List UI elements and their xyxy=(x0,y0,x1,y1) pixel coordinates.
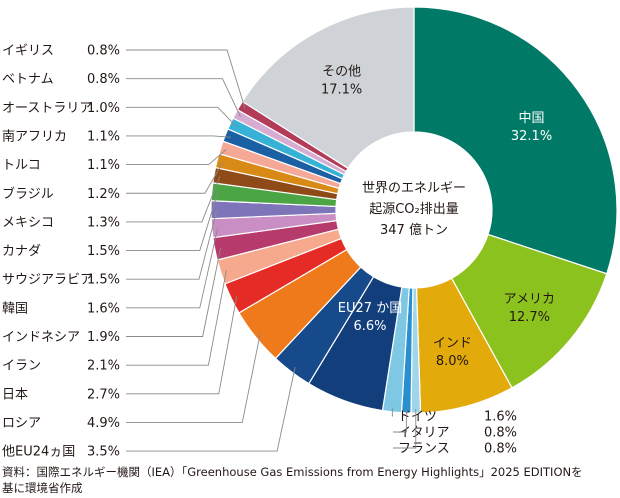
legend-value-ロシア: 4.9% xyxy=(87,416,120,431)
leader-line-南アフリカ xyxy=(126,135,231,138)
leader-line-メキシコ xyxy=(126,176,221,223)
leader-line-イラン xyxy=(126,270,227,366)
legend-label-他eu24ヵ国: 他EU24ヵ国 xyxy=(2,445,75,460)
slice-label-その他: その他 xyxy=(322,65,361,80)
legend-value-ベトナム: 0.8% xyxy=(87,72,120,87)
source-note-line-2: 基に環境省作成 xyxy=(2,481,83,495)
legend-label-イギリス: イギリス xyxy=(2,44,54,59)
center-text-line-1: 世界のエネルギー xyxy=(362,181,466,196)
center-text-line-3: 347 億トン xyxy=(380,222,448,238)
legend-value-ドイツ: 1.6% xyxy=(484,410,517,425)
legend-value-他eu24ヵ国: 3.5% xyxy=(87,445,120,460)
leader-line-フランス xyxy=(393,408,417,449)
legend-value-トルコ: 1.1% xyxy=(87,158,120,173)
leader-line-サウジアラビア xyxy=(126,209,218,280)
slice-value-インド: 8.0% xyxy=(436,354,469,369)
legend-value-日本: 2.7% xyxy=(87,387,120,402)
slice-アメリカ xyxy=(450,233,608,389)
legend-value-イギリス: 0.8% xyxy=(87,44,120,59)
leader-line-イタリア xyxy=(393,408,407,433)
legend-value-カナダ: 1.5% xyxy=(87,244,120,259)
slice-label-インド: インド xyxy=(433,336,472,351)
legend-label-ブラジル: ブラジル xyxy=(2,186,54,202)
slice-value-eu27-か国: 6.6% xyxy=(353,319,386,334)
slice-value-その他: 17.1% xyxy=(321,83,362,98)
legend-label-カナダ: カナダ xyxy=(2,244,41,259)
legend-value-フランス: 0.8% xyxy=(484,442,517,457)
legend-value-ブラジル: 1.2% xyxy=(87,187,120,202)
legend-label-南アフリカ: 南アフリカ xyxy=(2,128,67,144)
legend-value-韓国: 1.6% xyxy=(87,301,120,316)
leader-line-ベトナム xyxy=(126,78,241,117)
legend-value-イラン: 2.1% xyxy=(87,359,120,374)
legend-label-サウジアラビア: サウジアラビア xyxy=(2,273,93,288)
leader-line-ドイツ xyxy=(391,407,393,417)
legend-label-オーストラリア: オーストラリア xyxy=(2,101,92,116)
leader-line-カナダ xyxy=(126,192,219,252)
legend-label-日本: 日本 xyxy=(2,387,28,402)
center-text-line-2: 起源CO₂排出量 xyxy=(369,202,459,217)
legend-value-オーストラリア: 1.0% xyxy=(87,101,120,116)
leader-line-日本 xyxy=(126,295,238,395)
legend-value-サウジアラビア: 1.5% xyxy=(87,273,120,288)
donut-chart: 中国 32.1% アメリカ 12.7% インド 8.0% EU27 か国 6.6% その他 17.… xyxy=(2,6,618,460)
leader-line-トルコ xyxy=(126,148,227,166)
legend-label-ドイツ: ドイツ xyxy=(398,410,437,425)
leader-line-韓国 xyxy=(126,227,219,309)
leader-line-ロシア xyxy=(126,333,261,423)
slice-value-中国: 32.1% xyxy=(511,129,552,144)
leader-line-ブラジル xyxy=(126,161,224,194)
legend-value-インドネシア: 1.9% xyxy=(87,330,120,345)
legend-value-メキシコ: 1.3% xyxy=(87,215,120,230)
slice-label-アメリカ: アメリカ xyxy=(504,292,555,307)
legend-label-ロシア: ロシア xyxy=(2,416,41,431)
leader-line-インドネシア xyxy=(126,247,222,337)
legend-label-フランス: フランス xyxy=(398,442,450,457)
leader-line-イギリス xyxy=(126,49,246,109)
legend-label-イタリア: イタリア xyxy=(398,426,449,441)
legend-label-インドネシア: インドネシア xyxy=(2,330,80,345)
slice-value-アメリカ: 12.7% xyxy=(509,310,550,325)
legend-label-トルコ: トルコ xyxy=(2,158,41,173)
source-note-line-1: 資料：国際エネルギー機関（IEA）「Greenhouse Gas Emissio… xyxy=(2,465,583,479)
legend-label-韓国: 韓国 xyxy=(2,301,28,316)
legend-label-ベトナム: ベトナム xyxy=(2,72,54,87)
leader-line-オーストラリア xyxy=(126,106,237,127)
slice-label-eu27-か国: EU27 か国 xyxy=(338,301,402,316)
legend-label-イラン: イラン xyxy=(2,359,41,374)
slice-その他 xyxy=(241,6,415,170)
legend-value-南アフリカ: 1.1% xyxy=(87,129,120,144)
legend-value-イタリア: 0.8% xyxy=(484,426,517,441)
leader-line-他eu24ヵ国 xyxy=(126,367,296,452)
slice-label-中国: 中国 xyxy=(519,111,545,126)
legend-label-メキシコ: メキシコ xyxy=(2,215,54,230)
slice-中国 xyxy=(413,6,618,275)
